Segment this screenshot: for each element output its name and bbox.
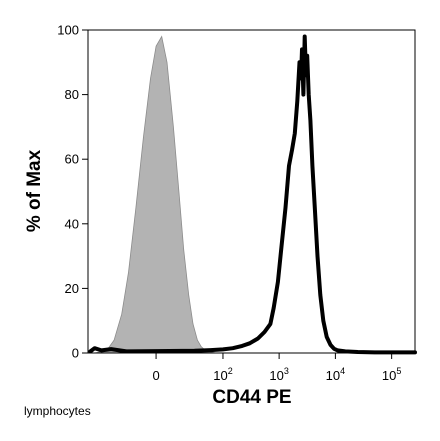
y-tick-label: 60: [65, 152, 79, 167]
x-tick-label: 105: [382, 366, 401, 383]
x-tick-label: 103: [269, 366, 288, 383]
x-tick-label: 104: [326, 366, 345, 383]
y-tick-label: 40: [65, 216, 79, 231]
y-axis-title: % of Max: [24, 149, 45, 232]
gate-caption: lymphocytes: [24, 404, 91, 418]
plot-frame: [87, 29, 416, 354]
y-axis: 0 20 40 60 80 100: [57, 23, 88, 361]
y-tick-label: 20: [65, 281, 79, 296]
y-tick-label: 0: [72, 346, 79, 361]
x-tick-label: 0: [152, 368, 159, 383]
x-axis: 0 102 103 104 105: [152, 353, 401, 383]
plot-area: [88, 34, 417, 355]
series-control-histogram: [94, 35, 217, 354]
x-axis-title: CD44 PE: [212, 387, 291, 408]
x-tick-label: 102: [213, 366, 232, 383]
y-tick-label: 100: [57, 23, 79, 38]
series-sample-histogram: [88, 34, 417, 355]
y-tick-label: 80: [65, 87, 79, 102]
